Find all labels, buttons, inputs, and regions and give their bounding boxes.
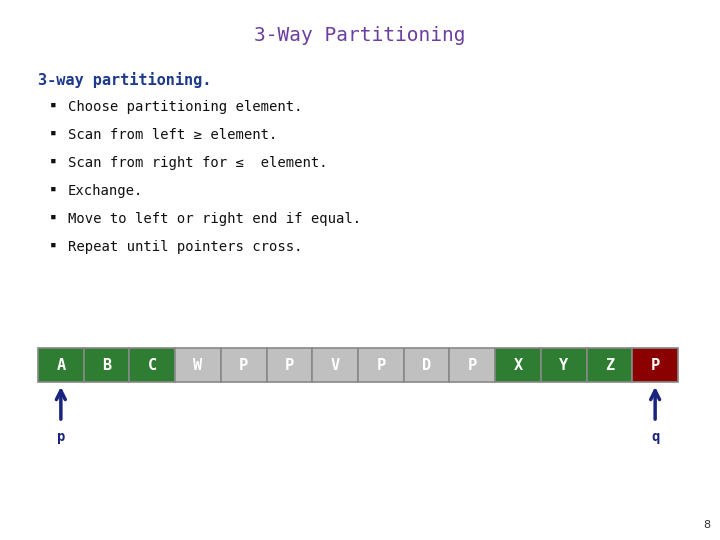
Text: Exchange.: Exchange. [68, 184, 143, 198]
Text: Repeat until pointers cross.: Repeat until pointers cross. [68, 240, 302, 254]
Bar [358, 348, 404, 382]
Bar [84, 348, 130, 382]
Text: P: P [651, 357, 660, 373]
Text: 3-way partitioning.: 3-way partitioning. [38, 72, 212, 88]
Bar [632, 348, 678, 382]
Text: ▪: ▪ [50, 128, 57, 138]
Text: Choose partitioning element.: Choose partitioning element. [68, 100, 302, 114]
Bar [221, 348, 266, 382]
Bar [404, 348, 449, 382]
Bar [312, 348, 358, 382]
Text: ▪: ▪ [50, 240, 57, 250]
Bar [266, 348, 312, 382]
Text: P: P [468, 357, 477, 373]
Text: ▪: ▪ [50, 212, 57, 222]
Text: B: B [102, 357, 111, 373]
Text: Scan from left ≥ element.: Scan from left ≥ element. [68, 128, 277, 142]
Text: A: A [56, 357, 66, 373]
Text: ▪: ▪ [50, 100, 57, 110]
Text: ▪: ▪ [50, 156, 57, 166]
Text: C: C [148, 357, 157, 373]
Text: D: D [422, 357, 431, 373]
Text: p: p [57, 430, 65, 444]
Text: P: P [285, 357, 294, 373]
Bar [587, 348, 632, 382]
Text: W: W [194, 357, 202, 373]
Bar [175, 348, 221, 382]
Bar [38, 348, 84, 382]
Text: P: P [239, 357, 248, 373]
Text: Move to left or right end if equal.: Move to left or right end if equal. [68, 212, 361, 226]
Text: 8: 8 [703, 520, 710, 530]
Text: 3-Way Partitioning: 3-Way Partitioning [254, 26, 466, 45]
Bar [495, 348, 541, 382]
Text: ▪: ▪ [50, 184, 57, 194]
Text: Scan from right for ≤  element.: Scan from right for ≤ element. [68, 156, 328, 170]
Text: q: q [651, 430, 660, 444]
Text: X: X [513, 357, 523, 373]
Text: Y: Y [559, 357, 568, 373]
Bar [449, 348, 495, 382]
Text: V: V [330, 357, 340, 373]
Bar [541, 348, 587, 382]
Text: Z: Z [605, 357, 614, 373]
Text: P: P [377, 357, 385, 373]
Bar [130, 348, 175, 382]
